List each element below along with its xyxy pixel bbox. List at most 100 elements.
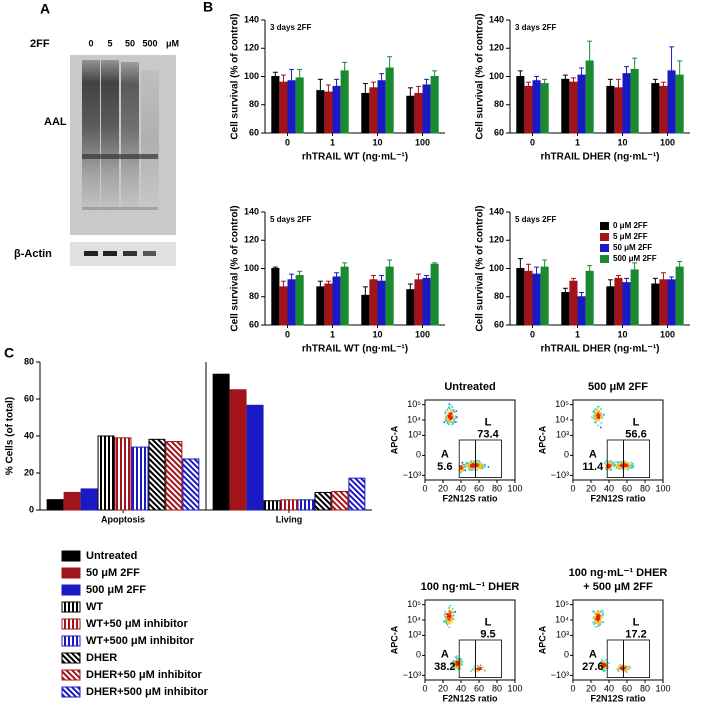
- event-dot: [484, 465, 486, 468]
- error-bar: [297, 68, 303, 78]
- bar: [406, 95, 415, 134]
- event-dot: [610, 466, 612, 469]
- event-dot: [448, 613, 451, 616]
- error-bar: [334, 272, 340, 277]
- y-tick-label: 140: [244, 14, 259, 24]
- event-dot: [598, 624, 600, 627]
- bar: [377, 280, 386, 326]
- gate-value: 38.2: [434, 661, 455, 673]
- error-bar: [325, 84, 331, 93]
- event-dot: [598, 405, 600, 408]
- bar: [540, 266, 549, 326]
- event-dot: [476, 664, 479, 667]
- event-dot: [627, 462, 630, 464]
- legend-swatch: [61, 669, 81, 681]
- x-tick-label: 100: [660, 137, 675, 147]
- event-dot: [618, 463, 621, 465]
- legend-label: WT: [86, 601, 103, 613]
- event-dot: [462, 468, 465, 471]
- event-dot: [596, 411, 599, 413]
- y-tick-label: 100: [244, 263, 259, 273]
- event-dot: [487, 466, 490, 468]
- x-tick-label: 20: [438, 483, 448, 493]
- x-axis-label: F2N12S ratio: [590, 693, 646, 703]
- blot-band: [84, 251, 98, 256]
- event-dot: [599, 661, 602, 663]
- event-dot: [453, 419, 455, 422]
- event-dot: [593, 623, 595, 626]
- x-tick-label: 100: [415, 137, 430, 147]
- event-dot: [451, 664, 454, 667]
- bar: [324, 283, 333, 326]
- event-dot: [452, 414, 454, 417]
- event-dot: [452, 417, 454, 420]
- gate-name: A: [441, 448, 449, 460]
- gate-name: A: [589, 448, 597, 460]
- event-dot: [449, 612, 452, 615]
- chart-title: 3 days 2FF: [270, 23, 311, 32]
- event-dot: [602, 669, 605, 672]
- error-bar: [660, 272, 666, 280]
- bar: [271, 268, 280, 326]
- event-dot: [596, 615, 598, 618]
- bar: [348, 477, 366, 511]
- event-dot: [448, 616, 451, 619]
- bar: [80, 488, 98, 511]
- event-dot: [454, 665, 457, 667]
- bar: [659, 85, 668, 134]
- error-bar: [562, 287, 568, 293]
- event-dot: [594, 408, 596, 410]
- event-dot: [447, 621, 450, 624]
- y-tick-label: −10³: [403, 470, 421, 480]
- gate-name: L: [485, 616, 492, 628]
- event-dot: [448, 626, 451, 629]
- error-bar: [272, 71, 278, 77]
- event-dot: [475, 669, 478, 671]
- event-dot: [461, 469, 463, 472]
- x-tick-label: 1: [330, 329, 335, 339]
- error-bar: [272, 266, 278, 269]
- event-dot: [443, 421, 446, 423]
- event-dot: [484, 670, 487, 672]
- event-dot: [478, 669, 481, 671]
- bar: [114, 437, 132, 511]
- event-dot: [444, 410, 447, 413]
- x-axis-label: rhTRAIL DHER (ng·mL⁻¹): [541, 344, 660, 355]
- event-dot: [449, 604, 452, 607]
- y-tick-label: 10⁵: [555, 599, 569, 609]
- event-dot: [457, 663, 459, 666]
- error-bar: [542, 78, 548, 84]
- gate-value: 56.6: [625, 428, 646, 440]
- event-dot: [450, 412, 453, 415]
- bar: [287, 80, 296, 134]
- bar: [316, 90, 325, 134]
- x-tick-label: 20: [586, 683, 596, 693]
- event-dot: [616, 465, 618, 468]
- error-bar: [660, 81, 666, 87]
- event-dot: [450, 413, 453, 416]
- event-dot: [598, 611, 601, 614]
- y-tick-label: 10⁴: [407, 614, 421, 624]
- legend-label: 50 μM 2FF: [86, 567, 140, 579]
- event-dot: [476, 469, 479, 471]
- event-dot: [605, 463, 607, 466]
- bar: [316, 286, 325, 326]
- event-dot: [453, 614, 455, 617]
- error-bar: [362, 286, 368, 296]
- blot-band: [143, 251, 156, 256]
- bar: [532, 80, 541, 134]
- blot-band: [82, 154, 158, 159]
- event-dot: [468, 463, 471, 466]
- error-bar: [325, 280, 331, 285]
- bar: [524, 85, 533, 134]
- event-dot: [630, 467, 633, 470]
- event-dot: [596, 408, 599, 410]
- x-tick-label: 20: [438, 683, 448, 693]
- y-tick-label: −10³: [403, 670, 421, 680]
- x-tick-label: 0: [530, 137, 535, 147]
- legend-swatch: [61, 567, 81, 579]
- gate: [474, 439, 502, 478]
- error-bar: [615, 275, 621, 279]
- y-tick-label: 10³: [556, 430, 569, 440]
- event-dot: [450, 616, 453, 618]
